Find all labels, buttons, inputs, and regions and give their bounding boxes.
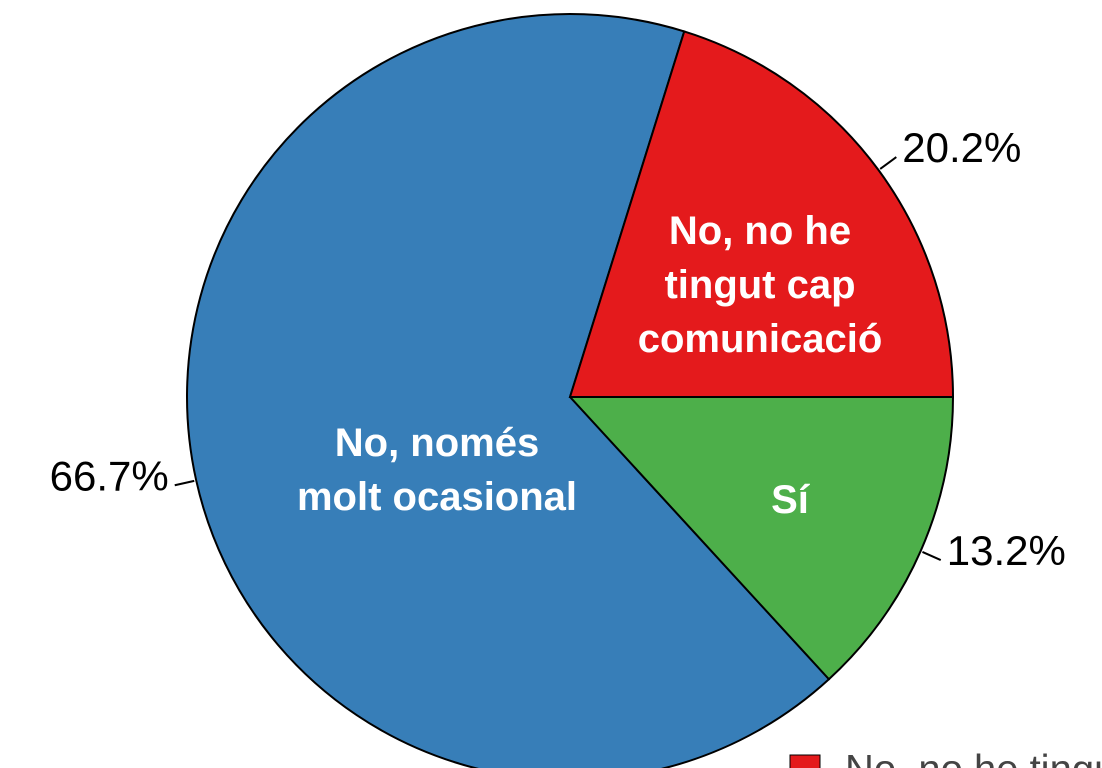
leader-line	[879, 156, 897, 170]
pie-slice	[567, 396, 955, 681]
legend-label: No, no he tingut cap comunicació	[845, 748, 1102, 768]
legend-swatch	[789, 754, 821, 768]
percent-label: 66.7%	[50, 452, 169, 499]
leader-line	[174, 479, 195, 487]
pie-slice	[568, 30, 955, 398]
percent-label: 20.2%	[902, 124, 1021, 171]
slice-label: Sí	[771, 478, 809, 522]
pie-slice	[186, 13, 831, 768]
leader-line	[922, 551, 942, 561]
slice-label: No, només molt ocasional	[296, 421, 578, 519]
percent-label: 13.2%	[947, 527, 1066, 574]
slice-label: No, no he tingut cap comunicació	[637, 209, 883, 361]
